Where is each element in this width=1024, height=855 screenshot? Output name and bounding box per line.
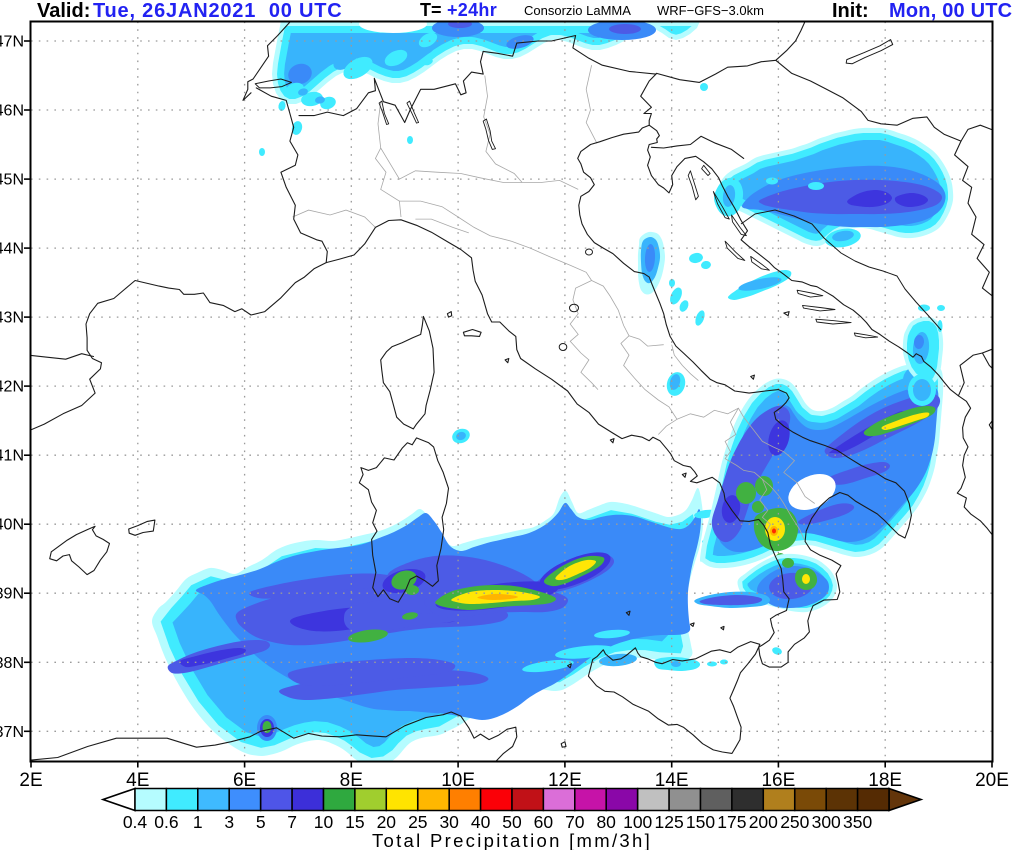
svg-text:41N: 41N xyxy=(0,448,24,465)
svg-text:Tue, 26JAN2021 00 UTC: Tue, 26JAN2021 00 UTC xyxy=(93,0,343,22)
svg-text:WRF−GFS−3.0km: WRF−GFS−3.0km xyxy=(657,3,764,18)
svg-text:Valid:: Valid: xyxy=(37,0,90,22)
svg-text:0.4: 0.4 xyxy=(123,812,148,832)
svg-text:6E: 6E xyxy=(233,770,256,791)
svg-text:125: 125 xyxy=(654,812,683,832)
svg-text:Mon, 00 UTC: Mon, 00 UTC xyxy=(889,0,1012,22)
svg-text:47N: 47N xyxy=(0,34,24,51)
svg-text:18E: 18E xyxy=(868,770,902,791)
svg-text:80: 80 xyxy=(596,812,616,832)
svg-text:10E: 10E xyxy=(441,770,475,791)
svg-text:43N: 43N xyxy=(0,310,24,327)
svg-text:30: 30 xyxy=(439,812,459,832)
svg-text:39N: 39N xyxy=(0,586,24,603)
svg-text:46N: 46N xyxy=(0,103,24,120)
svg-text:2E: 2E xyxy=(19,770,42,791)
svg-text:+24hr: +24hr xyxy=(447,0,497,20)
svg-text:20: 20 xyxy=(377,812,397,832)
svg-text:200: 200 xyxy=(749,812,778,832)
svg-text:100: 100 xyxy=(623,812,652,832)
svg-text:50: 50 xyxy=(502,812,522,832)
svg-text:Total Precipitation [mm/3h]: Total Precipitation [mm/3h] xyxy=(372,830,652,850)
svg-text:14E: 14E xyxy=(655,770,689,791)
svg-text:15: 15 xyxy=(345,812,364,832)
svg-text:40N: 40N xyxy=(0,517,24,534)
svg-text:37N: 37N xyxy=(0,724,24,741)
svg-text:150: 150 xyxy=(686,812,715,832)
svg-text:20E: 20E xyxy=(975,770,1009,791)
svg-text:7: 7 xyxy=(287,812,297,832)
svg-text:300: 300 xyxy=(812,812,841,832)
svg-text:44N: 44N xyxy=(0,241,24,258)
svg-text:8E: 8E xyxy=(340,770,363,791)
svg-text:3: 3 xyxy=(224,812,234,832)
svg-text:0.6: 0.6 xyxy=(154,812,178,832)
svg-text:175: 175 xyxy=(717,812,746,832)
svg-text:5: 5 xyxy=(256,812,266,832)
svg-text:12E: 12E xyxy=(548,770,582,791)
svg-text:T=: T= xyxy=(420,0,442,20)
svg-text:4E: 4E xyxy=(126,770,149,791)
svg-text:60: 60 xyxy=(534,812,554,832)
svg-text:Consorzio LaMMA: Consorzio LaMMA xyxy=(524,3,631,18)
svg-text:1: 1 xyxy=(193,812,203,832)
svg-text:45N: 45N xyxy=(0,172,24,189)
svg-text:38N: 38N xyxy=(0,655,24,672)
svg-text:70: 70 xyxy=(565,812,585,832)
svg-text:25: 25 xyxy=(408,812,427,832)
svg-text:42N: 42N xyxy=(0,379,24,396)
svg-text:10: 10 xyxy=(314,812,334,832)
svg-text:16E: 16E xyxy=(761,770,795,791)
svg-text:40: 40 xyxy=(471,812,491,832)
svg-text:Init:: Init: xyxy=(832,0,869,22)
svg-text:250: 250 xyxy=(780,812,809,832)
svg-text:350: 350 xyxy=(843,812,872,832)
